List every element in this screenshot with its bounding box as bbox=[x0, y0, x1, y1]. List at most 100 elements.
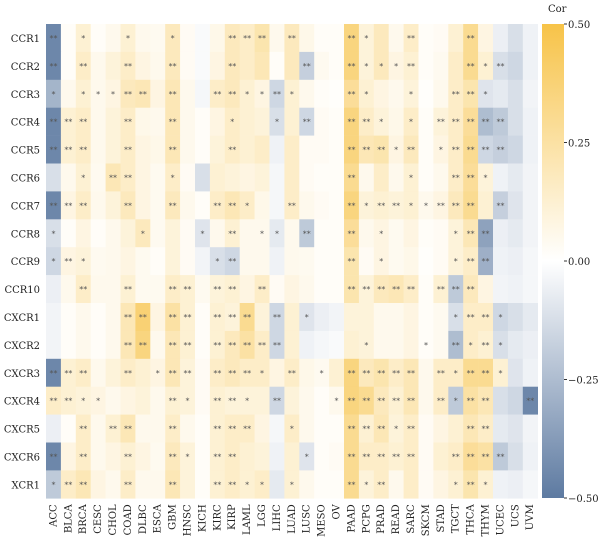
heatmap-cell-ccr10-blca bbox=[60, 275, 77, 304]
row-label-cxcr3: CXCR3 bbox=[4, 369, 40, 380]
significance-mark: ** bbox=[482, 118, 490, 127]
heatmap-cell-ccr5-brca bbox=[75, 135, 91, 164]
significance-mark: * bbox=[394, 62, 398, 71]
significance-mark: ** bbox=[452, 146, 460, 155]
heatmap-cell-cxcr2-paad bbox=[344, 330, 360, 360]
significance-mark: ** bbox=[347, 34, 355, 43]
heatmap-cell-ccr8-pcpg bbox=[358, 219, 375, 248]
heatmap-cell-ccr1-kirc bbox=[209, 24, 226, 53]
heatmap-cell-xcr1-prad bbox=[373, 470, 389, 499]
significance-mark: ** bbox=[49, 369, 57, 378]
heatmap-cell-ccr2-ucec bbox=[493, 51, 509, 81]
significance-mark: ** bbox=[124, 341, 132, 350]
heatmap-cell-cxcr1-thym bbox=[478, 303, 494, 332]
heatmap-cell-cxcr5-ucec bbox=[493, 414, 509, 443]
heatmap-cell-cxcr1-acc bbox=[46, 303, 62, 332]
heatmap-cell-cxcr6-gbm bbox=[165, 442, 181, 471]
heatmap-cell-cxcr1-tgct bbox=[448, 303, 464, 332]
row-label-ccr3: CCR3 bbox=[11, 90, 40, 101]
colorbar: Cor 0.50 0.25 0.00 −0.25 −0.50 bbox=[542, 4, 599, 505]
heatmap-cell-ccr5-prad bbox=[373, 135, 389, 164]
heatmap-cell-ccr5-ucec bbox=[493, 135, 509, 164]
significance-mark: ** bbox=[169, 118, 177, 127]
heatmap-cell-cxcr4-lihc bbox=[269, 386, 285, 415]
heatmap-cell-ccr8-prad bbox=[373, 219, 389, 248]
significance-mark: ** bbox=[79, 452, 87, 461]
significance-mark: ** bbox=[49, 452, 57, 461]
heatmap-cell-cxcr2-blca bbox=[60, 330, 77, 360]
significance-mark: * bbox=[379, 229, 383, 238]
heatmap-cell-cxcr5-kirc bbox=[209, 414, 226, 443]
column-label-stad: STAD bbox=[436, 504, 447, 532]
significance-mark: ** bbox=[482, 146, 490, 155]
heatmap-cell-xcr1-meso bbox=[314, 470, 330, 499]
heatmap-cell-cxcr1-ucec bbox=[493, 303, 509, 332]
heatmap-cell-ccr3-thym bbox=[478, 79, 494, 108]
heatmap-cell-cxcr2-sarc bbox=[403, 330, 419, 360]
significance-mark: ** bbox=[377, 452, 385, 461]
heatmap-cell-cxcr4-lgg bbox=[254, 386, 270, 415]
heatmap-cell-cxcr4-esca bbox=[150, 386, 166, 415]
significance-mark: ** bbox=[467, 480, 475, 489]
heatmap-cell-ccr7-stad bbox=[433, 191, 449, 220]
heatmap-cell-cxcr4-kirc bbox=[209, 386, 226, 415]
heatmap-cell-ccr1-lusc bbox=[299, 24, 315, 53]
significance-mark: ** bbox=[347, 257, 355, 266]
heatmap-cell-ccr7-gbm bbox=[165, 191, 181, 220]
heatmap-cell-cxcr6-acc bbox=[46, 442, 62, 471]
column-label-sarc: SARC bbox=[406, 504, 417, 534]
heatmap-cell-xcr1-blca bbox=[60, 470, 77, 499]
heatmap-cell-xcr1-hnsc bbox=[180, 470, 196, 499]
heatmap-cell-cxcr3-chol bbox=[105, 358, 121, 387]
heatmap-cell-cxcr5-hnsc bbox=[180, 414, 196, 443]
column-label-cesc: CESC bbox=[93, 504, 104, 534]
heatmap-cell-cxcr5-gbm bbox=[165, 414, 181, 443]
heatmap-cell-xcr1-lusc bbox=[299, 470, 315, 499]
heatmap-cell-ccr2-esca bbox=[150, 51, 166, 81]
heatmap-cell-cxcr2-lusc bbox=[299, 330, 315, 360]
heatmap-cell-ccr8-stad bbox=[433, 219, 449, 248]
row-label-ccr10: CCR10 bbox=[4, 285, 40, 296]
heatmap-cell-cxcr2-kirc bbox=[209, 330, 226, 360]
heatmap-cell-cxcr4-paad bbox=[344, 386, 360, 415]
heatmap-cell-ccr2-pcpg bbox=[358, 51, 375, 81]
heatmap-cell-cxcr5-dlbc bbox=[135, 414, 151, 443]
heatmap-cell-ccr8-skcm bbox=[418, 219, 434, 248]
heatmap-cell-ccr6-coad bbox=[120, 163, 136, 192]
heatmap-cell-cxcr1-thca bbox=[463, 303, 479, 332]
significance-mark: ** bbox=[347, 397, 355, 406]
heatmap-cell-ccr5-acc bbox=[46, 135, 62, 164]
heatmap-cell-cxcr2-esca bbox=[150, 330, 166, 360]
heatmap-cell-cxcr3-blca bbox=[60, 358, 77, 387]
significance-mark: * bbox=[245, 480, 249, 489]
heatmap-cell-ccr8-acc bbox=[46, 219, 62, 248]
significance-mark: ** bbox=[79, 201, 87, 210]
significance-mark: ** bbox=[139, 341, 147, 350]
heatmap-cell-xcr1-paad bbox=[344, 470, 360, 499]
significance-mark: ** bbox=[79, 369, 87, 378]
heatmap-cell-ccr4-luad bbox=[284, 107, 300, 136]
significance-mark: * bbox=[409, 201, 413, 210]
heatmap-cell-ccr9-pcpg bbox=[358, 247, 375, 276]
significance-mark: ** bbox=[213, 425, 221, 434]
heatmap-cell-ccr9-luad bbox=[284, 247, 300, 276]
heatmap-cell-ccr4-thca bbox=[463, 107, 479, 136]
heatmap-cell-cxcr4-uvm bbox=[522, 386, 538, 415]
heatmap-cell-cxcr3-cesc bbox=[90, 358, 106, 387]
heatmap-cell-cxcr5-chol bbox=[105, 414, 121, 443]
row-label-ccr1: CCR1 bbox=[11, 34, 40, 45]
heatmap-cell-xcr1-gbm bbox=[165, 470, 181, 499]
significance-mark: ** bbox=[362, 425, 370, 434]
heatmap-cell-ccr8-lusc bbox=[299, 219, 315, 248]
heatmap-cell-ccr4-tgct bbox=[448, 107, 464, 136]
heatmap-cell-cxcr4-gbm bbox=[165, 386, 181, 415]
significance-mark: * bbox=[498, 369, 502, 378]
heatmap-cell-xcr1-thca bbox=[463, 470, 479, 499]
significance-mark: ** bbox=[437, 285, 445, 294]
heatmap-cell-ccr2-acc bbox=[46, 51, 62, 81]
significance-mark: * bbox=[379, 257, 383, 266]
heatmap-cell-xcr1-coad bbox=[120, 470, 136, 499]
heatmap-cell-xcr1-stad bbox=[433, 470, 449, 499]
heatmap-cell-ccr8-thca bbox=[463, 219, 479, 248]
heatmap-cell-ccr5-ucs bbox=[507, 135, 524, 164]
